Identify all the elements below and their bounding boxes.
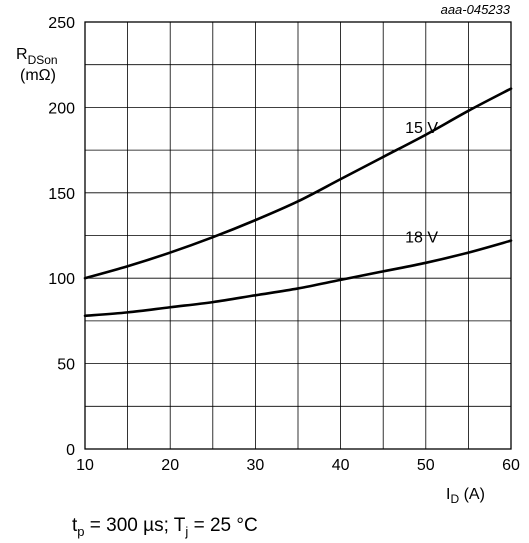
series-line (83, 239, 513, 318)
x-axis-label: ID (A) (446, 486, 485, 506)
series-line (83, 87, 513, 280)
test-conditions: tp = 300 µs; Tj = 25 °C (72, 515, 258, 539)
curve-label: 18 V (405, 229, 438, 246)
y-axis-unit: (mΩ) (20, 67, 56, 84)
curve-labels: 15 V 18 V (405, 120, 438, 246)
curve-label: 15 V (405, 120, 438, 137)
x-tick-label: 40 (332, 457, 350, 474)
x-tick-label: 50 (417, 457, 435, 474)
x-tick-label: 10 (76, 457, 94, 474)
y-tick-label: 150 (48, 186, 75, 203)
y-axis-label: RDSon (16, 46, 58, 67)
y-tick-label: 0 (66, 442, 75, 459)
y-tick-label: 200 (48, 100, 75, 117)
y-tick-label: 50 (57, 357, 75, 374)
grid (85, 22, 511, 449)
series-layer (83, 87, 513, 318)
x-tick-label: 60 (502, 457, 520, 474)
y-tick-label: 100 (48, 271, 75, 288)
y-tick-label: 250 (48, 15, 75, 32)
figure-reference: aaa-045233 (441, 2, 511, 17)
plot-frame (84, 21, 512, 450)
x-tick-label: 20 (161, 457, 179, 474)
tick-labels: 10 20 30 40 50 60 0 50 100 150 200 250 (48, 15, 520, 474)
x-tick-label: 30 (247, 457, 265, 474)
